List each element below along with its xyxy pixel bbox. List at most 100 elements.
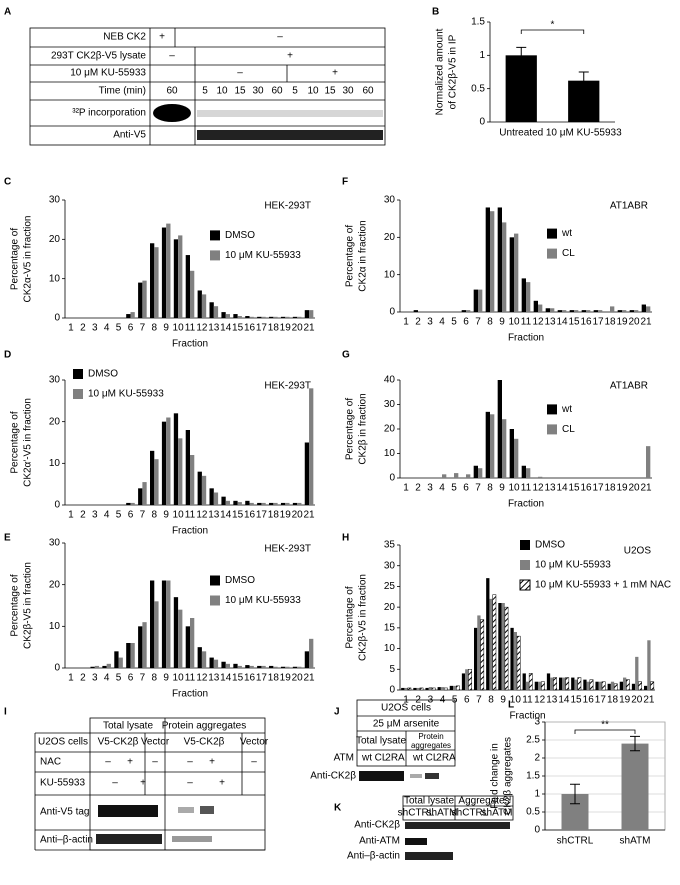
bar <box>273 502 278 505</box>
cell: – <box>169 51 175 62</box>
cell: – <box>277 32 283 43</box>
bar <box>629 310 634 312</box>
bar <box>613 683 618 691</box>
bar <box>635 656 639 690</box>
x-tick-label: 4 <box>104 673 110 684</box>
bar <box>285 666 290 668</box>
bar <box>473 289 478 312</box>
x-tick-label: 6 <box>128 673 134 684</box>
bar <box>502 419 507 478</box>
bar <box>245 665 250 668</box>
x-tick-label: 7 <box>475 483 481 494</box>
cell: – <box>237 68 243 79</box>
bar <box>233 663 238 668</box>
bar <box>233 500 238 505</box>
row-label: Anti–β-actin <box>40 835 93 846</box>
legend-label: CL <box>562 424 575 435</box>
cell: – <box>152 757 158 768</box>
bar <box>646 446 651 478</box>
bar <box>201 651 207 668</box>
time-point: 10 <box>216 86 228 97</box>
x-tick-label: 20 <box>628 317 640 328</box>
y-axis-label: of CK2β-V5 in IP <box>448 34 459 109</box>
x-tick-label: 20 <box>292 323 304 334</box>
cell: + <box>127 757 133 768</box>
y-tick-label: 0 <box>479 117 485 128</box>
x-tick-label: 13 <box>544 317 556 328</box>
annotation: HEK-293T <box>264 381 311 392</box>
bar <box>178 609 183 668</box>
x-tick-label: 6 <box>128 510 134 521</box>
bar <box>504 606 509 691</box>
legend-label: 10 μM KU-55933 <box>535 560 611 571</box>
row-label: KU-55933 <box>40 778 85 789</box>
legend-label: DMSO <box>225 575 255 586</box>
bar <box>581 310 586 312</box>
significance-bracket <box>574 729 636 734</box>
panel-label: H <box>342 533 349 544</box>
construct: Vector <box>141 737 170 748</box>
x-tick-label: 3 <box>428 695 434 706</box>
row-label: ATM <box>334 753 354 764</box>
lane-label: shATM <box>427 808 458 819</box>
x-tick-label: 7 <box>475 317 481 328</box>
legend-swatch <box>519 579 531 591</box>
bar <box>178 438 183 505</box>
bar <box>225 314 230 318</box>
y-tick-label: 0 <box>389 307 395 318</box>
x-tick-label: 1 <box>403 317 409 328</box>
cell: + <box>287 51 293 62</box>
row-label: NEB CK2 <box>103 32 146 43</box>
x-tick-label: 14 <box>556 317 568 328</box>
bar <box>461 673 466 690</box>
bar <box>257 316 262 318</box>
y-tick-label: 40 <box>384 375 396 386</box>
bar <box>130 312 135 318</box>
bar <box>245 500 250 505</box>
x-tick-label: 13 <box>208 673 220 684</box>
bar <box>598 681 602 690</box>
x-tick-label: 5 <box>452 695 458 706</box>
bar <box>490 211 495 312</box>
x-tick-label: 6 <box>463 317 469 328</box>
bar <box>90 666 95 668</box>
bar <box>514 438 519 478</box>
bar <box>465 669 469 690</box>
y-tick-label: 10 <box>384 448 396 459</box>
legend-label: 10 μM KU-55933 + 1 mM NAC <box>535 580 671 591</box>
bar <box>94 665 100 668</box>
bar <box>443 687 448 691</box>
bar <box>237 316 242 318</box>
legend-label: DMSO <box>535 540 565 551</box>
x-tick-label: 2 <box>415 317 421 328</box>
bar <box>559 677 563 690</box>
x-tick-label: 7 <box>140 673 146 684</box>
bar <box>431 687 436 691</box>
bar <box>166 580 171 668</box>
panel-label: C <box>4 177 11 188</box>
legend-label: CL <box>562 248 575 259</box>
construct: Vector <box>240 737 269 748</box>
bar <box>631 683 636 690</box>
y-axis-label: CK2β-V5 in fraction <box>23 562 34 649</box>
x-tick-label: 3 <box>92 323 98 334</box>
y-tick-label: 20 <box>49 579 61 590</box>
y-axis-label: Percentage of <box>345 225 356 287</box>
x-tick-label: 19 <box>280 673 292 684</box>
row-label: Anti-ATM <box>359 836 400 847</box>
group-header: Total lysate <box>404 796 454 807</box>
x-tick-label: 7 <box>140 323 146 334</box>
bar <box>416 687 420 690</box>
x-tick-label: 9 <box>499 317 505 328</box>
bar <box>190 618 195 668</box>
row-label: NAC <box>40 757 61 768</box>
bar <box>497 207 502 312</box>
x-tick-label: 19 <box>280 323 292 334</box>
x-tick-label: 3 <box>92 510 98 521</box>
bar <box>492 594 497 691</box>
bar <box>407 687 412 691</box>
x-tick-label: 15 <box>232 510 244 521</box>
bar <box>521 278 526 312</box>
x-tick-label: 10 <box>508 317 520 328</box>
bar <box>468 669 472 691</box>
